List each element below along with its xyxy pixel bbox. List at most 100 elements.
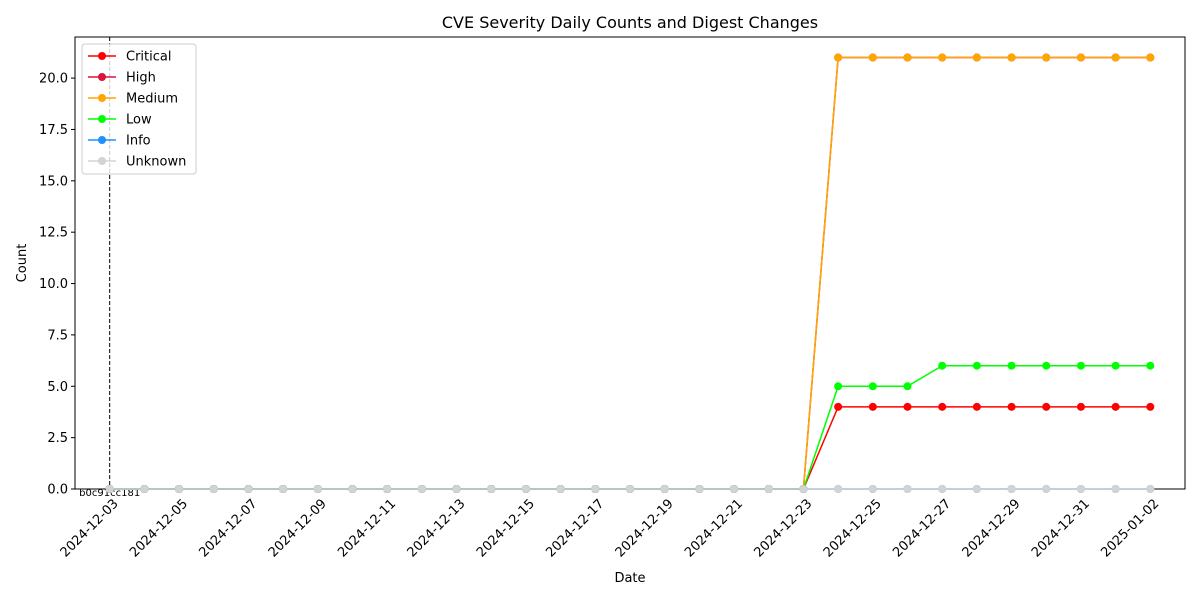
y-tick-label: 7.5 xyxy=(47,328,68,343)
point-critical xyxy=(1007,402,1016,411)
x-tick-label: 2024-12-17 xyxy=(543,496,607,560)
legend-marker-info xyxy=(98,136,106,144)
series-line-high xyxy=(109,56,1151,490)
y-tick-label: 15.0 xyxy=(39,174,68,189)
point-low xyxy=(1007,361,1016,370)
point-critical xyxy=(1042,402,1051,411)
point-medium xyxy=(1111,53,1120,62)
point-critical xyxy=(834,402,843,411)
point-medium xyxy=(868,53,877,62)
point-critical xyxy=(903,402,912,411)
point-medium xyxy=(1042,53,1051,62)
point-unknown xyxy=(244,485,253,493)
point-low xyxy=(1076,361,1085,370)
y-tick-label: 5.0 xyxy=(47,380,68,395)
point-low xyxy=(972,361,981,370)
legend-label-info: Info xyxy=(126,134,151,149)
point-unknown xyxy=(972,485,981,493)
x-tick-label: 2025-01-02 xyxy=(1098,496,1162,560)
y-axis-label: Count xyxy=(15,244,30,283)
x-tick-label: 2024-12-25 xyxy=(821,496,885,560)
point-medium xyxy=(972,53,981,62)
point-medium xyxy=(1076,53,1085,62)
point-unknown xyxy=(383,485,392,493)
x-tick-label: 2024-12-05 xyxy=(127,496,191,560)
point-unknown xyxy=(105,485,114,493)
point-unknown xyxy=(175,485,184,493)
y-tick-label: 12.5 xyxy=(39,226,68,241)
legend-label-high: High xyxy=(126,71,156,86)
x-tick-label: 2024-12-15 xyxy=(474,496,538,560)
point-unknown xyxy=(626,485,634,493)
point-critical xyxy=(972,402,981,411)
point-unknown xyxy=(452,485,461,493)
legend-marker-high xyxy=(98,73,106,81)
point-unknown xyxy=(140,485,149,493)
point-low xyxy=(1146,361,1155,370)
x-axis-label: Date xyxy=(614,571,645,586)
point-unknown xyxy=(556,485,565,493)
point-unknown xyxy=(660,485,669,493)
y-tick-label: 0.0 xyxy=(47,483,68,498)
series-line-critical xyxy=(109,406,1151,490)
point-medium xyxy=(1146,53,1155,62)
point-unknown xyxy=(764,485,773,493)
point-low xyxy=(903,382,912,391)
chart-title: CVE Severity Daily Counts and Digest Cha… xyxy=(442,13,818,32)
point-unknown xyxy=(313,485,322,493)
x-tick-label: 2024-12-23 xyxy=(751,496,815,560)
point-unknown xyxy=(1007,485,1016,493)
point-low xyxy=(938,361,947,370)
plot-frame xyxy=(74,36,1186,490)
point-low xyxy=(868,382,877,391)
point-unknown xyxy=(1111,485,1120,493)
x-tick-label: 2024-12-27 xyxy=(890,496,954,560)
point-unknown xyxy=(279,485,288,493)
x-tick-label: 2024-12-29 xyxy=(960,496,1024,560)
point-unknown xyxy=(938,485,947,493)
point-unknown xyxy=(487,485,496,493)
point-low xyxy=(1042,361,1051,370)
point-unknown xyxy=(695,485,704,493)
legend-marker-medium xyxy=(98,94,106,102)
series-line-medium xyxy=(109,56,1151,490)
x-tick-label: 2024-12-31 xyxy=(1029,496,1093,560)
legend-label-unknown: Unknown xyxy=(126,155,186,170)
legend-label-low: Low xyxy=(126,113,152,128)
point-unknown xyxy=(834,485,843,493)
y-tick-label: 20.0 xyxy=(39,72,68,87)
point-unknown xyxy=(903,485,912,493)
point-unknown xyxy=(417,485,426,493)
x-tick-label: 2024-12-19 xyxy=(613,496,677,560)
point-unknown xyxy=(348,485,357,493)
x-tick-label: 2024-12-09 xyxy=(266,496,330,560)
x-tick-label: 2024-12-13 xyxy=(405,496,469,560)
point-unknown xyxy=(730,485,739,493)
y-tick-label: 2.5 xyxy=(47,431,68,446)
point-unknown xyxy=(591,485,600,493)
legend-label-critical: Critical xyxy=(126,50,171,65)
point-unknown xyxy=(799,485,808,493)
x-tick-label: 2024-12-21 xyxy=(682,496,746,560)
y-tick-label: 10.0 xyxy=(39,277,68,292)
point-critical xyxy=(1146,402,1155,411)
series-group xyxy=(105,53,1155,493)
legend-marker-low xyxy=(98,115,106,123)
x-tick-label: 2024-12-03 xyxy=(58,496,122,560)
point-medium xyxy=(903,53,912,62)
point-medium xyxy=(1007,53,1016,62)
point-low xyxy=(834,382,843,391)
x-tick-label: 2024-12-11 xyxy=(335,496,399,560)
point-unknown xyxy=(1146,485,1155,493)
point-medium xyxy=(938,53,947,62)
point-unknown xyxy=(1042,485,1051,493)
series-line-low xyxy=(109,364,1151,490)
legend-label-medium: Medium xyxy=(126,92,178,107)
point-critical xyxy=(938,402,947,411)
point-critical xyxy=(1111,402,1120,411)
point-unknown xyxy=(868,485,877,493)
legend-marker-critical xyxy=(98,52,106,60)
legend-marker-unknown xyxy=(98,157,106,165)
x-tick-label: 2024-12-07 xyxy=(196,496,260,560)
